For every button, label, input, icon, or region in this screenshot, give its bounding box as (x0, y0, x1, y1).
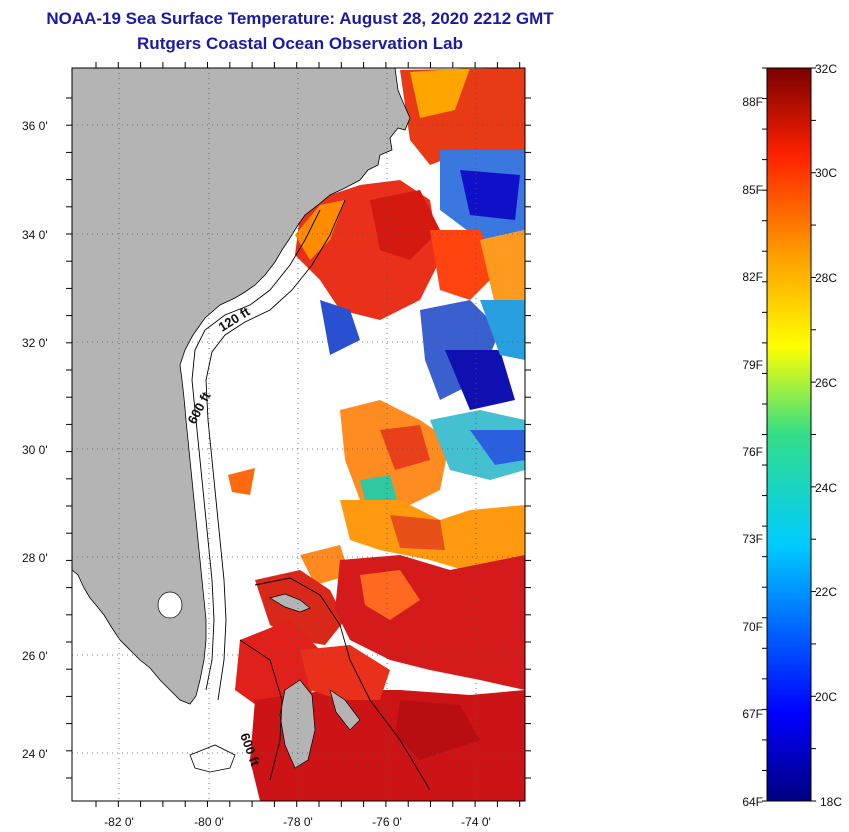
colorbar-fahrenheit-label: 73F (742, 532, 763, 546)
map-border (71, 67, 526, 802)
lon-label: -74 0' (461, 815, 491, 829)
lat-label: 32 0' (22, 336, 48, 350)
lat-label: 26 0' (22, 649, 48, 663)
lat-label: 28 0' (22, 551, 48, 565)
lat-label: 34 0' (22, 228, 48, 242)
lat-label: 36 0' (22, 119, 48, 133)
colorbar-fahrenheit-label: 76F (742, 445, 763, 459)
lon-label: -78 0' (283, 815, 313, 829)
land-bahamas-north (269, 593, 311, 613)
contour-bahamas (254, 577, 431, 791)
lon-label: -82 0' (104, 815, 134, 829)
colorbar-gradient (766, 67, 812, 802)
colorbar-celsius-label: 20C (815, 690, 837, 704)
map-subtitle: Rutgers Coastal Ocean Observation Lab (137, 34, 463, 53)
colorbar-celsius-label: 26C (815, 376, 837, 390)
land (72, 68, 411, 773)
contour-bahamas-inner (239, 639, 283, 781)
lake-okeechobee (157, 591, 183, 619)
land-bahamas-east (329, 689, 361, 731)
colorbar-ticks (762, 67, 816, 802)
lon-label: -80 0' (194, 815, 224, 829)
lon-label: -76 0' (372, 815, 402, 829)
colorbar-fahrenheit-label: 79F (742, 358, 763, 372)
contour-600ft (205, 199, 346, 701)
colorbar-celsius-label: 18C (820, 795, 842, 809)
lat-labels: 36 0' 34 0' 32 0' 30 0' 28 0' 26 0' 24 0… (22, 119, 48, 761)
lat-label: 30 0' (22, 443, 48, 457)
colorbar-celsius-label: 24C (815, 481, 837, 495)
lat-label: 24 0' (22, 747, 48, 761)
lon-labels: -82 0' -80 0' -78 0' -76 0' -74 0' (104, 815, 491, 829)
map-area: 120 ft 600 ft 600 ft (72, 68, 525, 801)
colorbar-celsius-label: 22C (815, 585, 837, 599)
depth-contours (191, 199, 431, 791)
colorbar-celsius-label: 32C (815, 62, 837, 76)
colorbar-celsius-label: 28C (815, 271, 837, 285)
land-us-mainland (72, 68, 411, 705)
colorbar-celsius-label: 30C (815, 166, 837, 180)
colorbar-fahrenheit-label: 82F (742, 270, 763, 284)
colorbar: 32C 30C 28C 26C 24C 22C 20C 18C 88F 85F … (742, 62, 842, 809)
colorbar-fahrenheit-label: 85F (742, 183, 763, 197)
land-bahamas-andros (279, 679, 316, 769)
sst-patches (228, 68, 525, 801)
colorbar-fahrenheit-label: 67F (742, 707, 763, 721)
land-cuba (189, 744, 236, 773)
colorbar-fahrenheit-label: 64F (742, 795, 763, 809)
map-title: NOAA-19 Sea Surface Temperature: August … (46, 9, 554, 28)
contour-120ft (191, 209, 321, 691)
colorbar-fahrenheit-label: 70F (742, 620, 763, 634)
colorbar-fahrenheit-label: 88F (742, 95, 763, 109)
map-ticks (66, 62, 531, 807)
graticule (72, 68, 525, 801)
